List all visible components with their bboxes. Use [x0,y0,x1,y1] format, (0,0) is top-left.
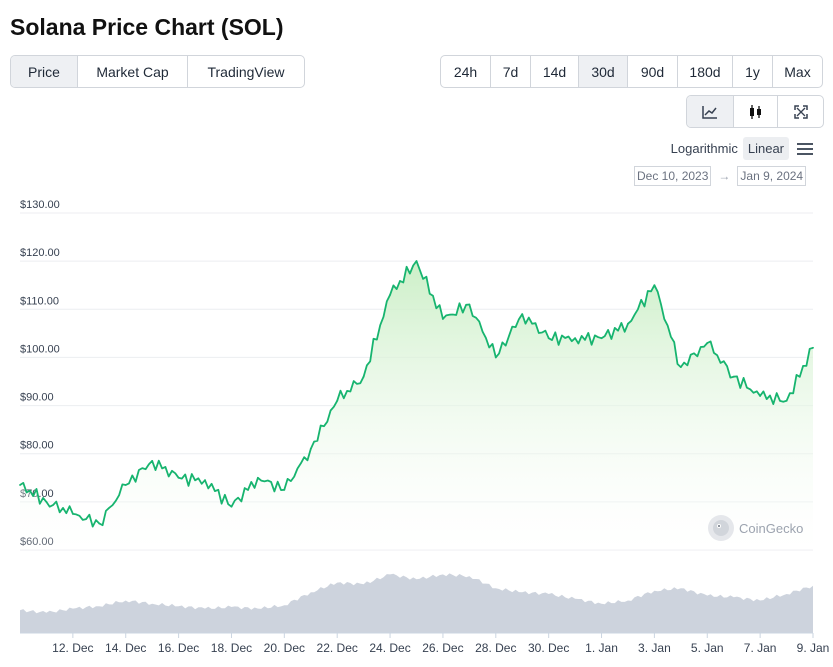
x-tick-label: 28. Dec [475,641,516,655]
price-point [309,448,312,450]
price-point [19,484,21,486]
price-point [759,395,762,397]
y-tick-label: $80.00 [20,440,54,452]
price-point [627,322,629,325]
tab-market-cap[interactable]: Market Cap [77,56,187,87]
price-area-fill [20,261,813,550]
y-tick-label: $130.00 [20,199,60,211]
fullscreen-icon [793,104,808,119]
coingecko-watermark: CoinGecko [708,515,803,541]
date-range: Dec 10, 2023 → Jan 9, 2024 [634,166,807,186]
range-tabs: 24h 7d 14d 30d 90d 180d 1y Max [440,55,823,88]
hamburger-menu-icon[interactable] [797,142,813,156]
price-point [151,460,154,462]
range-180d[interactable]: 180d [677,56,732,87]
price-point [71,512,74,515]
x-tick-label: 26. Dec [422,641,463,655]
x-tick-label: 3. Jan [638,641,671,655]
fullscreen-button[interactable] [777,96,823,127]
range-1y[interactable]: 1y [732,56,772,87]
page-title: Solana Price Chart (SOL) [10,14,284,40]
range-max[interactable]: Max [772,56,822,87]
y-tick-label: $110.00 [20,295,59,307]
price-point [785,399,788,402]
x-tick-label: 16. Dec [158,641,199,655]
tab-tradingview[interactable]: TradingView [187,56,304,87]
range-30d[interactable]: 30d [578,56,627,87]
price-point [204,479,206,482]
range-24h[interactable]: 24h [453,63,478,80]
price-point [177,476,180,479]
tab-price[interactable]: Price [11,56,77,87]
scale-toggle: Logarithmic Linear [666,137,813,160]
price-point [389,293,391,296]
volume-area [20,573,813,633]
watermark-text: CoinGecko [739,520,804,536]
line-chart-icon [702,105,717,119]
price-point [706,342,709,344]
price-point [362,375,365,378]
price-point [547,337,550,340]
range-90d[interactable]: 90d [627,56,677,87]
price-point [98,522,101,525]
y-tick-label: $120.00 [20,247,60,259]
price-point [336,399,339,402]
price-point [442,318,444,320]
price-point [494,356,497,359]
x-tick-label: 24. Dec [369,641,410,655]
chart-type-tabs [686,95,824,128]
x-tick-label: 20. Dec [264,641,305,655]
x-tick-label: 7. Jan [744,641,777,655]
x-tick-label: 14. Dec [105,641,146,655]
x-tick-label: 18. Dec [211,641,252,655]
price-point [653,284,656,287]
range-14d[interactable]: 14d [530,56,578,87]
price-point [257,476,259,479]
x-tick-label: 1. Jan [585,641,618,655]
date-arrow: → [718,169,731,183]
x-tick-label: 22. Dec [317,641,358,655]
price-point [679,366,682,368]
price-point [124,484,127,486]
price-point [521,313,524,315]
price-point [812,346,814,349]
date-end-input[interactable]: Jan 9, 2024 [737,166,807,186]
price-point [230,505,233,508]
x-tick-label: 9. Jan [797,641,830,655]
price-point [468,303,471,306]
price-point [574,337,576,340]
x-tick-label: 12. Dec [52,641,93,655]
scale-linear[interactable]: Linear [742,137,789,160]
price-point [600,337,603,340]
line-chart-button[interactable] [687,96,733,127]
x-tick-label: 5. Jan [691,641,724,655]
price-point [415,260,418,263]
scale-logarithmic[interactable]: Logarithmic [670,141,738,156]
price-point [45,500,48,503]
coingecko-logo-icon [708,515,734,541]
range-7d[interactable]: 7d [490,56,530,87]
price-point [283,488,286,491]
x-tick-label: 30. Dec [528,641,569,655]
y-tick-label: $90.00 [20,392,54,404]
y-tick-label: $100.00 [20,343,60,355]
view-tabs: Price Market Cap TradingView [10,55,305,88]
date-start-input[interactable]: Dec 10, 2023 [634,166,712,186]
candlestick-button[interactable] [733,96,777,127]
candlestick-icon [749,104,761,119]
price-point [732,375,735,378]
